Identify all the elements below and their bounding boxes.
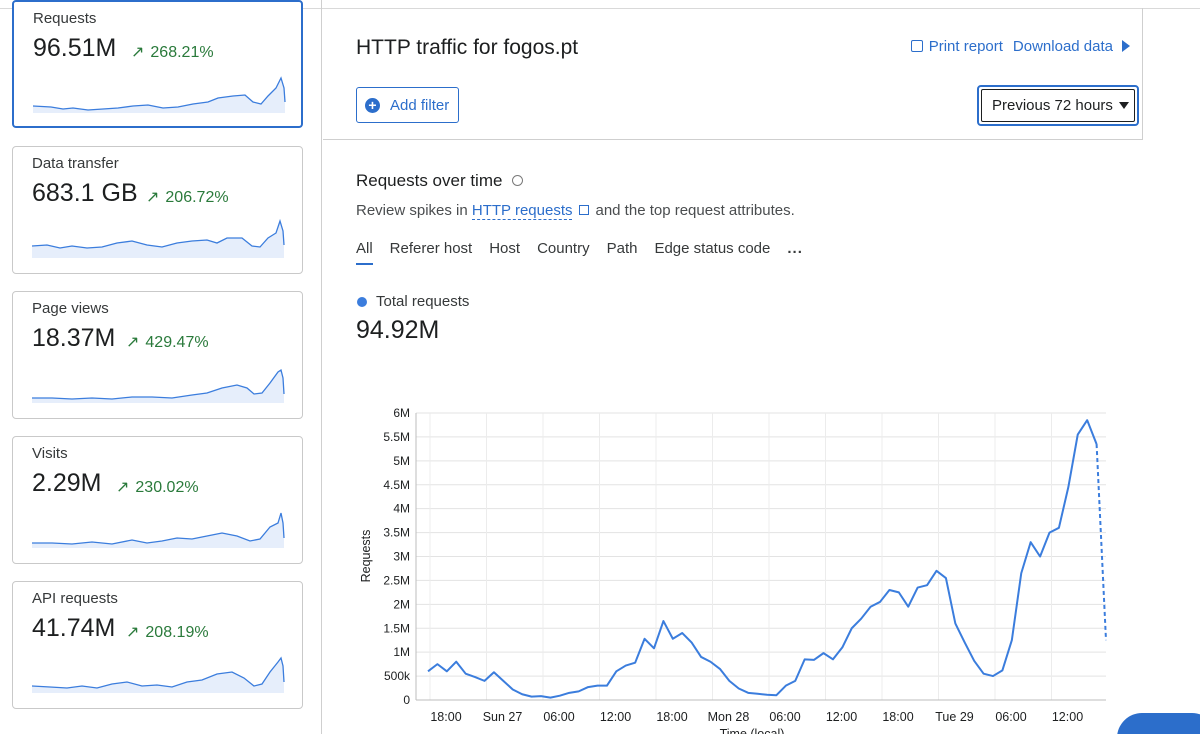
metric-card-api-requests[interactable]: API requests 41.74M ↗ 208.19% [12, 581, 303, 709]
y-tick-label: 4M [393, 502, 410, 516]
divider [323, 139, 1142, 140]
x-tick-label: 12:00 [1052, 710, 1083, 724]
x-tick-label: 12:00 [826, 710, 857, 724]
printer-icon [910, 40, 923, 52]
metric-delta: ↗ 208.19% [126, 624, 209, 641]
breakdown-tabs: All Referer host Host Country Path Edge … [356, 240, 820, 265]
metric-delta: ↗ 230.02% [116, 479, 199, 496]
y-tick-label: 500k [384, 669, 411, 683]
section-subtitle: Review spikes in HTTP requests and the to… [356, 202, 795, 220]
legend-series-label: Total requests [376, 293, 470, 310]
sparkline-chart [32, 512, 285, 548]
pie-chart-icon[interactable] [512, 175, 524, 186]
total-requests-value: 94.92M [356, 316, 440, 344]
y-tick-label: 5.5M [383, 430, 410, 444]
series-line-partial [1095, 444, 1107, 641]
sparkline-chart [32, 368, 285, 403]
trend-up-icon: ↗ [116, 479, 130, 496]
external-link-icon [579, 205, 590, 215]
caret-down-icon [1118, 102, 1129, 109]
trend-up-icon: ↗ [126, 624, 140, 641]
x-tick-label: Sun 27 [483, 710, 523, 724]
metric-value: 41.74M [32, 614, 116, 642]
metric-card-page-views[interactable]: Page views 18.37M ↗ 429.47% [12, 291, 303, 419]
y-tick-label: 5M [393, 454, 410, 468]
metric-delta: ↗ 268.21% [131, 44, 214, 61]
download-data-link[interactable]: Download data [1013, 38, 1130, 55]
add-filter-button[interactable]: + Add filter [356, 87, 459, 123]
print-report-link[interactable]: Print report [910, 38, 1003, 55]
tab-referer-host[interactable]: Referer host [389, 240, 473, 257]
metric-delta: ↗ 429.47% [126, 334, 209, 351]
tab-path[interactable]: Path [606, 240, 638, 257]
x-tick-label: 18:00 [656, 710, 687, 724]
metric-label: API requests [32, 590, 118, 607]
metric-label: Visits [32, 445, 68, 462]
main-panel: HTTP traffic for fogos.pt Print report D… [323, 0, 1200, 734]
metric-label: Requests [33, 10, 97, 27]
more-tabs-icon[interactable]: ... [787, 240, 803, 257]
x-tick-label: 06:00 [769, 710, 800, 724]
trend-up-icon: ↗ [131, 44, 145, 61]
y-tick-label: 3.5M [383, 526, 410, 540]
time-range-value: Previous 72 hours [992, 97, 1113, 114]
section-title: Requests over time [356, 171, 524, 191]
divider [1142, 8, 1143, 140]
x-tick-label: Mon 28 [708, 710, 750, 724]
trend-up-icon: ↗ [126, 334, 140, 351]
chart-legend: Total requests [356, 293, 469, 310]
metric-card-data-transfer[interactable]: Data transfer 683.1 GB ↗ 206.72% [12, 146, 303, 274]
metric-value: 2.29M [32, 469, 102, 497]
metric-value: 18.37M [32, 324, 116, 352]
sparkline-chart [32, 218, 285, 258]
metrics-sidebar: Requests 96.51M ↗ 268.21% Data transfer 6… [0, 0, 322, 734]
requests-line-chart: 0 500k 1M 1.5M 2M 2.5M 3M 3.5M 4M 4.5M 5M 5.5M 6M 18:… [359, 406, 1107, 734]
tab-host[interactable]: Host [489, 240, 521, 257]
x-tick-label: Tue 29 [935, 710, 974, 724]
sparkline-chart [33, 76, 286, 113]
page-title: HTTP traffic for fogos.pt [356, 36, 579, 59]
time-range-select[interactable]: Previous 72 hours [977, 85, 1139, 126]
tab-edge-status-code[interactable]: Edge status code [654, 240, 771, 257]
http-requests-link[interactable]: HTTP requests [471, 202, 573, 220]
x-tick-label: 06:00 [995, 710, 1026, 724]
tab-all[interactable]: All [356, 240, 373, 265]
series-dot-icon [357, 296, 367, 307]
metric-card-visits[interactable]: Visits 2.29M ↗ 230.02% [12, 436, 303, 564]
metric-delta: ↗ 206.72% [146, 189, 229, 206]
x-tick-label: 18:00 [430, 710, 461, 724]
series-line-total-requests [427, 419, 1098, 699]
y-tick-label: 4.5M [383, 478, 410, 492]
y-tick-label: 6M [393, 406, 410, 420]
x-tick-label: 12:00 [600, 710, 631, 724]
sparkline-chart [32, 656, 285, 693]
y-tick-label: 2.5M [383, 573, 410, 587]
x-tick-label: 06:00 [543, 710, 574, 724]
y-axis-title: Requests [359, 530, 373, 583]
y-tick-label: 0 [403, 693, 410, 707]
y-tick-label: 2M [393, 597, 410, 611]
plus-circle-icon: + [365, 97, 380, 113]
y-tick-label: 1M [393, 645, 410, 659]
trend-up-icon: ↗ [146, 189, 160, 206]
chat-support-button[interactable] [1117, 713, 1200, 734]
metric-value: 96.51M [33, 34, 117, 62]
top-divider [0, 8, 1200, 9]
metric-card-requests[interactable]: Requests 96.51M ↗ 268.21% [12, 0, 303, 128]
metric-label: Data transfer [32, 155, 119, 172]
report-actions: Print report Download data [910, 38, 1130, 55]
caret-right-icon [1122, 40, 1130, 52]
metric-value: 683.1 GB [32, 179, 138, 207]
y-tick-label: 1.5M [383, 621, 410, 635]
tab-country[interactable]: Country [537, 240, 590, 257]
y-tick-label: 3M [393, 550, 410, 564]
metric-label: Page views [32, 300, 109, 317]
x-tick-label: 18:00 [882, 710, 913, 724]
x-axis-title: Time (local) [720, 727, 785, 734]
